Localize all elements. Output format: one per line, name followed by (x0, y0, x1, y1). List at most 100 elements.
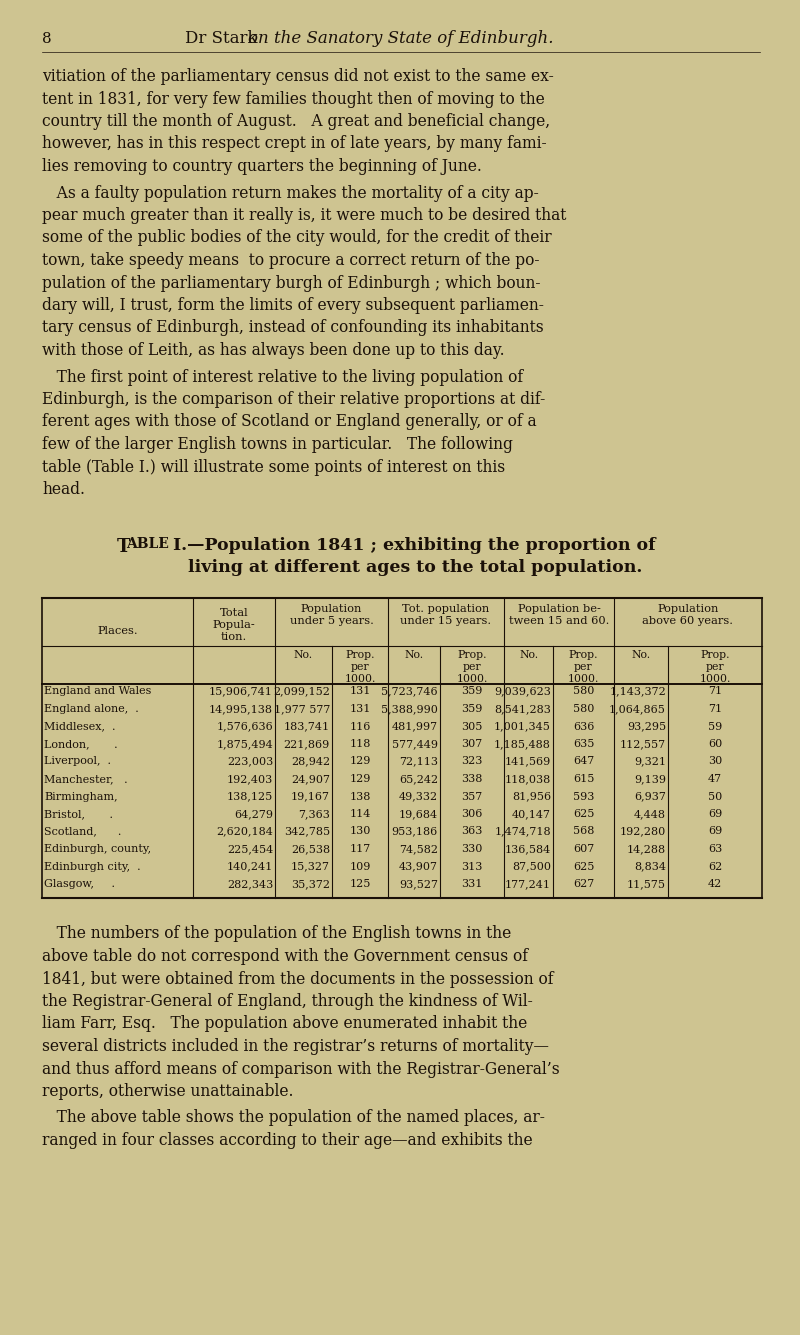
Text: 647: 647 (573, 757, 594, 766)
Text: England and Wales: England and Wales (44, 686, 151, 697)
Text: 81,956: 81,956 (512, 792, 551, 801)
Text: 580: 580 (573, 686, 594, 697)
Text: No.: No. (519, 650, 538, 659)
Text: 1841, but were obtained from the documents in the possession of: 1841, but were obtained from the documen… (42, 971, 554, 988)
Text: 177,241: 177,241 (505, 878, 551, 889)
Text: 1,064,865: 1,064,865 (609, 704, 666, 714)
Text: 625: 625 (573, 861, 594, 872)
Text: town, take speedy means  to procure a correct return of the po-: town, take speedy means to procure a cor… (42, 252, 539, 268)
Text: 140,241: 140,241 (226, 861, 273, 872)
Text: Population
above 60 years.: Population above 60 years. (642, 603, 734, 626)
Text: 183,741: 183,741 (284, 721, 330, 732)
Text: table (Table I.) will illustrate some points of interest on this: table (Table I.) will illustrate some po… (42, 458, 505, 475)
Text: 359: 359 (462, 704, 482, 714)
Text: 112,557: 112,557 (620, 740, 666, 749)
Text: 615: 615 (573, 774, 594, 784)
Text: 131: 131 (350, 704, 370, 714)
Text: 109: 109 (350, 861, 370, 872)
Text: The numbers of the population of the English towns in the: The numbers of the population of the Eng… (42, 925, 511, 943)
Text: 306: 306 (462, 809, 482, 818)
Text: 9,321: 9,321 (634, 757, 666, 766)
Text: 129: 129 (350, 774, 370, 784)
Text: ferent ages with those of Scotland or England generally, or of a: ferent ages with those of Scotland or En… (42, 414, 537, 430)
Text: The above table shows the population of the named places, ar-: The above table shows the population of … (42, 1109, 545, 1127)
Text: however, has in this respect crept in of late years, by many fami-: however, has in this respect crept in of… (42, 135, 546, 152)
Text: 8,834: 8,834 (634, 861, 666, 872)
Text: 5,388,990: 5,388,990 (381, 704, 438, 714)
Text: 30: 30 (708, 757, 722, 766)
Text: No.: No. (631, 650, 650, 659)
Text: 221,869: 221,869 (284, 740, 330, 749)
Text: 114: 114 (350, 809, 370, 818)
Text: Prop.
per
1000.: Prop. per 1000. (568, 650, 599, 684)
Text: Total
Popula-
tion.: Total Popula- tion. (213, 607, 255, 642)
Text: 72,113: 72,113 (399, 757, 438, 766)
Text: and thus afford means of comparison with the Registrar-General’s: and thus afford means of comparison with… (42, 1060, 560, 1077)
Text: Edinburgh, is the comparison of their relative proportions at dif-: Edinburgh, is the comparison of their re… (42, 391, 546, 409)
Text: 43,907: 43,907 (399, 861, 438, 872)
Text: several districts included in the registrar’s returns of mortality—: several districts included in the regist… (42, 1039, 549, 1055)
Text: 141,569: 141,569 (505, 757, 551, 766)
Text: 11,575: 11,575 (627, 878, 666, 889)
Text: few of the larger English towns in particular.   The following: few of the larger English towns in parti… (42, 437, 513, 453)
Text: tary census of Edinburgh, instead of confounding its inhabitants: tary census of Edinburgh, instead of con… (42, 319, 544, 336)
Bar (42, 598, 762, 897)
Text: Bristol,       .: Bristol, . (44, 809, 113, 818)
Text: pulation of the parliamentary burgh of Edinburgh ; which boun-: pulation of the parliamentary burgh of E… (42, 275, 541, 291)
Text: 14,288: 14,288 (627, 844, 666, 854)
Text: Population be-
tween 15 and 60.: Population be- tween 15 and 60. (509, 603, 609, 626)
Text: pear much greater than it really is, it were much to be desired that: pear much greater than it really is, it … (42, 207, 566, 224)
Text: 4,448: 4,448 (634, 809, 666, 818)
Text: 282,343: 282,343 (226, 878, 273, 889)
Text: 131: 131 (350, 686, 370, 697)
Text: 2,620,184: 2,620,184 (216, 826, 273, 837)
Text: 1,185,488: 1,185,488 (494, 740, 551, 749)
Text: 1,875,494: 1,875,494 (216, 740, 273, 749)
Text: 62: 62 (708, 861, 722, 872)
Text: Prop.
per
1000.: Prop. per 1000. (699, 650, 730, 684)
Text: Scotland,      .: Scotland, . (44, 826, 122, 837)
Text: living at different ages to the total population.: living at different ages to the total po… (188, 559, 642, 577)
Text: 71: 71 (708, 686, 722, 697)
Text: 24,907: 24,907 (291, 774, 330, 784)
Text: dary will, I trust, form the limits of every subsequent parliamen-: dary will, I trust, form the limits of e… (42, 296, 544, 314)
Text: 5,723,746: 5,723,746 (382, 686, 438, 697)
Text: 577,449: 577,449 (392, 740, 438, 749)
Text: 64,279: 64,279 (234, 809, 273, 818)
Text: 225,454: 225,454 (226, 844, 273, 854)
Text: 118,038: 118,038 (505, 774, 551, 784)
Text: 138: 138 (350, 792, 370, 801)
Text: 636: 636 (573, 721, 594, 732)
Text: country till the month of August.   A great and beneficial change,: country till the month of August. A grea… (42, 113, 550, 129)
Text: 481,997: 481,997 (392, 721, 438, 732)
Text: England alone,  .: England alone, . (44, 704, 138, 714)
Text: 359: 359 (462, 686, 482, 697)
Text: Birmingham,: Birmingham, (44, 792, 118, 801)
Text: 568: 568 (573, 826, 594, 837)
Text: 63: 63 (708, 844, 722, 854)
Text: 323: 323 (462, 757, 482, 766)
Text: 330: 330 (462, 844, 482, 854)
Text: 74,582: 74,582 (399, 844, 438, 854)
Text: 357: 357 (462, 792, 482, 801)
Text: 15,327: 15,327 (291, 861, 330, 872)
Text: head.: head. (42, 481, 85, 498)
Text: 627: 627 (573, 878, 594, 889)
Text: 116: 116 (350, 721, 370, 732)
Text: 65,242: 65,242 (399, 774, 438, 784)
Text: 49,332: 49,332 (399, 792, 438, 801)
Text: 40,147: 40,147 (512, 809, 551, 818)
Text: 60: 60 (708, 740, 722, 749)
Text: Prop.
per
1000.: Prop. per 1000. (344, 650, 376, 684)
Text: 28,942: 28,942 (291, 757, 330, 766)
Text: 307: 307 (462, 740, 482, 749)
Text: London,       .: London, . (44, 740, 118, 749)
Text: 331: 331 (462, 878, 482, 889)
Text: 8: 8 (42, 32, 52, 45)
Text: 625: 625 (573, 809, 594, 818)
Text: 15,906,741: 15,906,741 (209, 686, 273, 697)
Text: 223,003: 223,003 (226, 757, 273, 766)
Text: As a faulty population return makes the mortality of a city ap-: As a faulty population return makes the … (42, 184, 538, 202)
Text: No.: No. (294, 650, 313, 659)
Text: The first point of interest relative to the living population of: The first point of interest relative to … (42, 368, 523, 386)
